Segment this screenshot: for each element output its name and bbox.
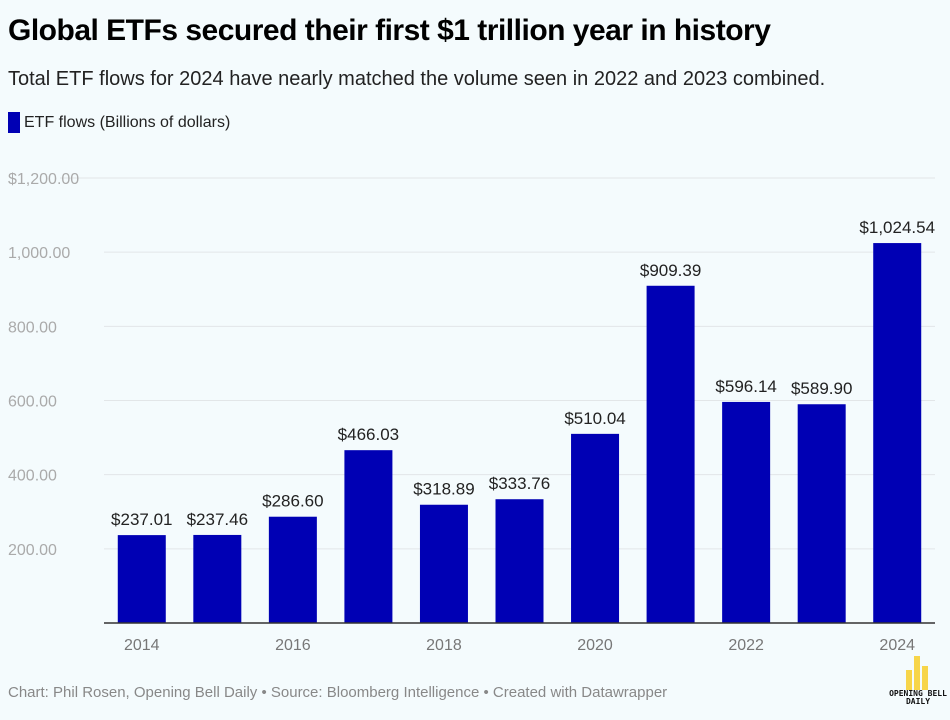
- chart-title: Global ETFs secured their first $1 trill…: [8, 14, 771, 47]
- bar-2023: [797, 404, 846, 623]
- x-tick-label: 2020: [577, 637, 613, 654]
- x-tick-label: 2014: [124, 637, 160, 654]
- y-tick-label: 600.00: [8, 394, 57, 411]
- bar-2021: [646, 285, 695, 623]
- data-label: $510.04: [564, 409, 625, 428]
- logo-bars-icon: [906, 656, 928, 690]
- data-label: $1,024.54: [859, 218, 935, 237]
- legend-label: ETF flows (Billions of dollars): [24, 113, 231, 131]
- x-tick-label: 2018: [426, 637, 462, 654]
- data-label: $589.90: [791, 379, 852, 398]
- footer-credits: Chart: Phil Rosen, Opening Bell Daily • …: [8, 684, 668, 701]
- chart-subtitle: Total ETF flows for 2024 have nearly mat…: [8, 68, 826, 90]
- bar-2024: [873, 243, 922, 624]
- y-tick-label: 200.00: [8, 542, 57, 559]
- data-label: $237.46: [187, 510, 248, 529]
- data-label: $286.60: [262, 492, 323, 511]
- bar-2020: [571, 433, 620, 623]
- data-label: $466.03: [338, 425, 399, 444]
- bar-2016: [268, 516, 317, 623]
- legend-swatch: [8, 112, 20, 133]
- bar-2019: [495, 499, 544, 623]
- y-tick-label: 1,000.00: [8, 245, 70, 262]
- bar-2022: [722, 401, 771, 623]
- x-tick-label: 2024: [879, 637, 915, 654]
- bar-2014: [117, 535, 166, 623]
- logo-text: OPENING BELL DAILY: [889, 689, 947, 706]
- bar-2017: [344, 450, 393, 623]
- data-label: $237.01: [111, 510, 172, 529]
- y-tick-label: 800.00: [8, 319, 57, 336]
- x-tick-label: 2022: [728, 637, 764, 654]
- opening-bell-logo: OPENING BELL DAILY: [888, 656, 948, 706]
- data-label: $333.76: [489, 474, 550, 493]
- bar-2015: [193, 534, 242, 623]
- data-label: $596.14: [715, 377, 776, 396]
- legend: ETF flows (Billions of dollars): [8, 112, 230, 133]
- x-tick-label: 2016: [275, 637, 311, 654]
- y-tick-label: 400.00: [8, 468, 57, 485]
- y-tick-label: $1,200.00: [8, 171, 79, 188]
- data-label: $909.39: [640, 261, 701, 280]
- data-label: $318.89: [413, 480, 474, 499]
- bar-2018: [419, 504, 468, 623]
